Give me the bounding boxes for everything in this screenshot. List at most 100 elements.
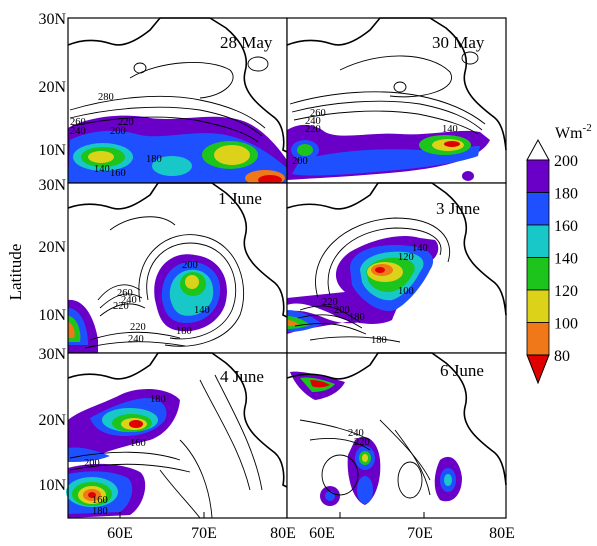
colorbar-tick-label: 140 xyxy=(554,251,578,268)
olr-shading xyxy=(68,115,287,186)
olr-contours xyxy=(84,216,245,349)
panel-title: 6 June xyxy=(440,361,484,380)
y-tick-label: 20N xyxy=(38,412,66,429)
colorbar-segment xyxy=(526,322,550,356)
panel-1-june: 1 June 200 140 260 240 220 220 240 180 xyxy=(67,182,288,354)
contour-label: 240 xyxy=(128,334,144,345)
contour-label: 280 xyxy=(98,92,114,103)
y-tick-label: 20N xyxy=(38,79,66,96)
olr-shading xyxy=(287,124,490,181)
olr-contours xyxy=(69,374,263,519)
y-tick-label: 20N xyxy=(38,239,66,256)
colorbar-segment xyxy=(526,224,550,258)
contour-label: 240 xyxy=(348,428,364,439)
contour-label: 140 xyxy=(442,124,458,135)
panel-title: 28 May xyxy=(220,33,273,52)
y-tick-labels: 30N 20N 10N 30N 20N 10N 30N 20N 10N xyxy=(38,11,66,494)
contour-label: 240 xyxy=(70,126,86,137)
olr-contours xyxy=(69,56,269,143)
y-tick-label: 30N xyxy=(38,346,66,363)
x-tick-labels: 60E 70E 80E 60E 70E 80E xyxy=(107,525,515,542)
contour-label: 140 xyxy=(412,243,428,254)
colorbar-tick-label: 180 xyxy=(554,186,578,203)
contour-label: 100 xyxy=(398,286,414,297)
contour-label: 160 xyxy=(110,168,126,179)
colorbar-tick-label: 80 xyxy=(554,348,570,365)
contour-label: 260 xyxy=(310,108,326,119)
contour-label: 120 xyxy=(398,252,414,263)
panel-title: 4 June xyxy=(220,367,264,386)
colorbar-unit-exponent: -2 xyxy=(583,122,592,134)
contour-label: 240 xyxy=(121,295,137,306)
x-tick-label: 60E xyxy=(309,525,335,542)
contour-label: 220 xyxy=(113,301,129,312)
contour-label: 180 xyxy=(92,506,108,517)
contour-labels: 280 260 240 220 200 180 140 160 xyxy=(70,92,162,179)
panel-title: 1 June xyxy=(218,189,262,208)
panel-28-may: 28 May 280 260 240 220 200 180 140 160 xyxy=(67,17,288,186)
colorbar-ticks: 200 180 160 140 120 100 80 xyxy=(554,153,578,365)
contour-label: 220 xyxy=(130,322,146,333)
contour-label: 260 xyxy=(117,288,133,299)
contour-label: 220 xyxy=(118,117,134,128)
panel-4-june: 4 June 180 160 200 160 180 xyxy=(66,352,288,519)
contour-label: 220 xyxy=(322,297,338,308)
y-tick-label: 10N xyxy=(38,477,66,494)
contour-label: 200 xyxy=(110,126,126,137)
contour-labels: 180 160 200 160 180 xyxy=(84,394,166,517)
x-tick-label: 70E xyxy=(191,525,217,542)
contour-label: 240 xyxy=(305,116,321,127)
colorbar-segments xyxy=(526,138,550,385)
colorbar-segment xyxy=(526,159,550,193)
colorbar: Wm-2 200 180 160 140 120 100 80 xyxy=(526,122,592,385)
x-tick-marks xyxy=(119,512,425,518)
contour-labels: 260 240 220 140 200 xyxy=(292,108,458,167)
colorbar-tick-label: 160 xyxy=(554,218,578,235)
colorbar-tick-label: 120 xyxy=(554,283,578,300)
contour-label: 220 xyxy=(354,437,370,448)
olr-shading xyxy=(290,371,462,506)
x-tick-label: 60E xyxy=(107,525,133,542)
contour-labels: 200 140 260 240 220 220 240 180 xyxy=(113,260,210,345)
colorbar-unit: Wm-2 xyxy=(555,122,592,142)
panel-title: 3 June xyxy=(436,199,480,218)
contour-label: 200 xyxy=(182,260,198,271)
colorbar-unit-base: Wm xyxy=(555,125,583,142)
contour-label: 140 xyxy=(94,164,110,175)
contour-label: 180 xyxy=(371,335,387,346)
contour-label: 160 xyxy=(130,438,146,449)
contour-label: 260 xyxy=(70,117,86,128)
colorbar-segment xyxy=(526,354,550,385)
y-tick-label: 10N xyxy=(38,142,66,159)
x-tick-label: 80E xyxy=(270,525,296,542)
contour-labels: 240 220 xyxy=(348,428,370,448)
panel-30-may: 30 May 260 240 220 140 200 xyxy=(286,17,507,184)
contour-label: 220 xyxy=(305,124,321,135)
y-tick-label: 30N xyxy=(38,11,66,28)
contour-label: 140 xyxy=(194,305,210,316)
contour-label: 180 xyxy=(146,154,162,165)
colorbar-tick-label: 200 xyxy=(554,153,578,170)
panel-title: 30 May xyxy=(432,33,485,52)
contour-label: 180 xyxy=(349,312,365,323)
y-tick-label: 10N xyxy=(38,307,66,324)
contour-label: 200 xyxy=(292,156,308,167)
olr-shading xyxy=(287,235,439,334)
contour-label: 180 xyxy=(150,394,166,405)
y-axis-label: Latitude xyxy=(6,244,25,301)
contour-label: 200 xyxy=(84,458,100,469)
colorbar-segment xyxy=(526,192,550,226)
panel-3-june: 3 June 140 120 100 220 200 180 180 xyxy=(286,182,507,354)
contour-labels: 140 120 100 220 200 180 180 xyxy=(322,243,428,346)
olr-shading xyxy=(66,388,180,518)
panel-6-june: 6 June 240 220 xyxy=(286,352,507,519)
x-tick-label: 80E xyxy=(489,525,515,542)
x-tick-label: 70E xyxy=(407,525,433,542)
olr-contours xyxy=(294,217,450,343)
contour-label: 180 xyxy=(176,326,192,337)
olr-contours xyxy=(289,51,486,135)
contour-label: 200 xyxy=(334,305,350,316)
olr-contours xyxy=(299,419,431,499)
y-tick-label: 30N xyxy=(38,177,66,194)
